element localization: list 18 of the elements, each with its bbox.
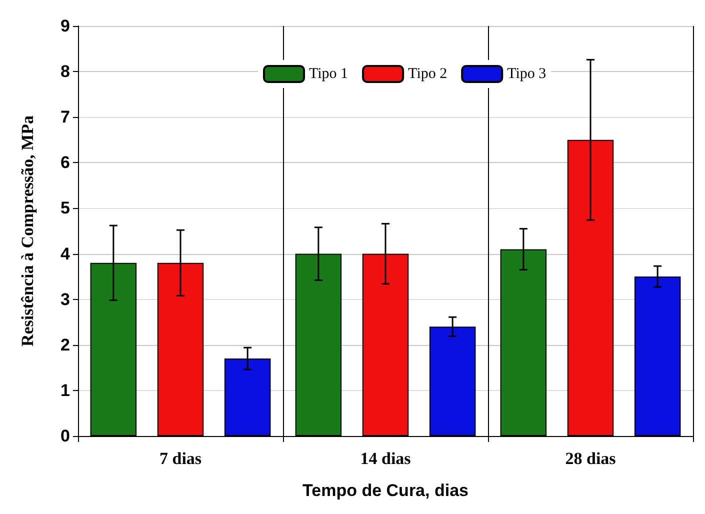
y-tick-label: 5 — [60, 198, 70, 218]
legend-label: Tipo 2 — [408, 66, 448, 82]
y-tick-label: 2 — [60, 335, 70, 354]
x-tick-label: 14 dias — [360, 449, 412, 468]
y-tick-label: 1 — [60, 380, 70, 400]
y-tick-label: 9 — [60, 16, 70, 36]
y-tick-label: 8 — [60, 62, 70, 82]
legend-label: Tipo 1 — [309, 66, 348, 82]
y-tick-label: 7 — [60, 108, 70, 127]
y-tick-label: 6 — [60, 153, 70, 172]
x-axis-title: Tempo de Cura, dias — [302, 481, 468, 500]
y-tick-label: 0 — [60, 426, 70, 446]
legend-label: Tipo 3 — [507, 66, 546, 82]
x-tick-label: 28 dias — [565, 449, 616, 468]
x-tick-label: 7 dias — [159, 449, 202, 468]
y-tick-label: 4 — [60, 244, 71, 264]
y-tick-label: 3 — [60, 290, 70, 309]
y-axis-title: Resistência à Compressão, MPa — [18, 114, 37, 347]
